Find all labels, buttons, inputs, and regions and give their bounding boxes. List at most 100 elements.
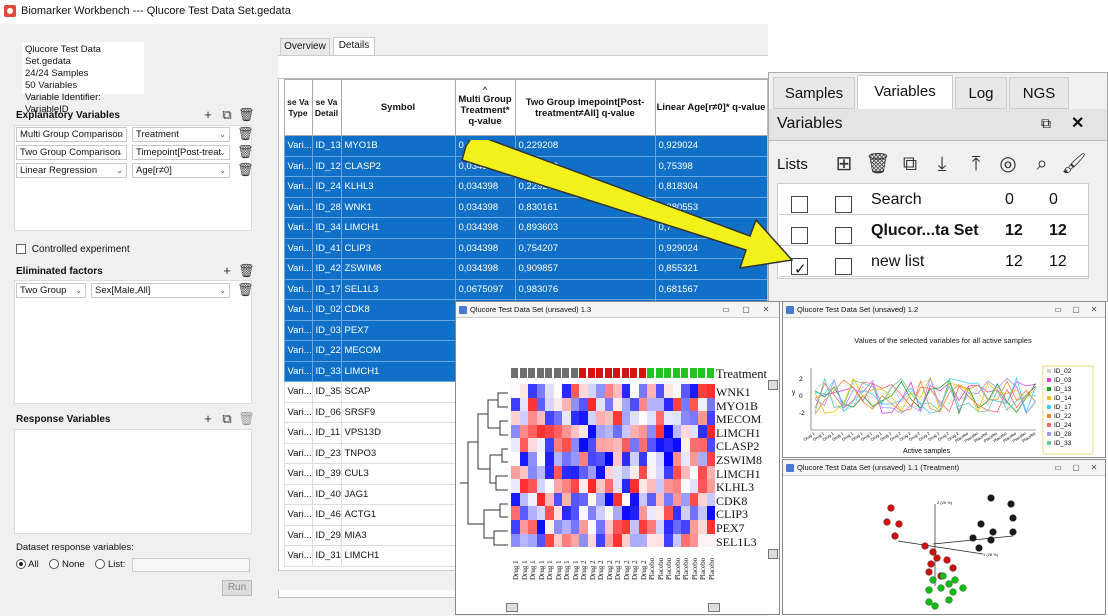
treatment-cell xyxy=(698,368,705,378)
col-header-twogroup[interactable]: Two Group imepoint[Post-treatment≠All] q… xyxy=(514,79,656,136)
add-list-icon[interactable]: ⊞ xyxy=(835,153,853,175)
maximize-icon[interactable]: ▢ xyxy=(1072,305,1080,314)
add-icon[interactable]: + xyxy=(223,263,231,278)
tab-samples[interactable]: Samples xyxy=(773,77,855,109)
col-header-detail[interactable]: se Va Detail xyxy=(311,79,342,136)
heatmap-cell xyxy=(621,397,630,412)
radio-list[interactable] xyxy=(95,559,106,570)
cell-q-linear: 0,855321 xyxy=(654,258,767,280)
heatmap-cell xyxy=(706,384,715,398)
list-show-checkbox[interactable]: ✓ xyxy=(791,258,808,278)
list-show-checkbox[interactable] xyxy=(791,227,808,245)
x-tick-label: Drug 2 xyxy=(937,430,951,442)
minimize-icon[interactable]: ▭ xyxy=(1054,463,1062,472)
test-select[interactable]: Linear Regression ⌄ xyxy=(16,163,127,178)
heatmap-cell xyxy=(630,424,639,439)
venn-icon[interactable]: ◎ xyxy=(999,153,1017,175)
undock-icon[interactable]: ⧉ xyxy=(1041,115,1051,131)
heatmap-cell xyxy=(519,397,528,412)
heatmap-cell xyxy=(596,506,605,520)
variables-title: Variables xyxy=(777,115,843,132)
trash-icon[interactable]: 🗑 xyxy=(237,282,254,297)
minimize-icon[interactable]: ▭ xyxy=(1054,305,1062,314)
copy-icon[interactable]: ⧉ xyxy=(222,411,232,426)
sample-label: Placebo xyxy=(707,557,716,580)
list-select-checkbox[interactable] xyxy=(835,258,852,276)
controlled-checkbox[interactable] xyxy=(16,244,26,255)
trash-icon[interactable]: 🗑 xyxy=(237,144,254,159)
heatmap-cell xyxy=(511,506,520,520)
close-icon[interactable]: ✕ xyxy=(1071,115,1085,132)
heatmap-cell xyxy=(638,520,647,534)
list-show-checkbox[interactable] xyxy=(791,196,808,214)
heatmap-cell xyxy=(536,438,545,452)
trash-icon[interactable]: 🗑 xyxy=(865,153,891,175)
add-icon[interactable]: + xyxy=(204,107,212,122)
test-select[interactable]: Two Group Comparison ⌄ xyxy=(16,145,127,160)
export-icon[interactable]: ⤒ xyxy=(971,153,981,175)
copy-icon[interactable]: ⧉ xyxy=(222,107,232,122)
table-row[interactable]: Vari... ID_41 CLIP3 0,034398 0,754207 0,92902… xyxy=(279,237,767,259)
table-row[interactable]: Vari... ID_17 SEL1L3 0,0675097 0,983076 0,681… xyxy=(279,278,767,300)
pca-point xyxy=(943,556,951,564)
brush-icon[interactable]: 🖌 xyxy=(1061,153,1087,175)
factor-select[interactable]: Age[r≠0] ⌄ xyxy=(132,163,230,178)
tab-variables[interactable]: Variables xyxy=(857,75,953,109)
table-row[interactable]: Vari... ID_42 ZSWIM8 0,034398 0,909857 0,8553… xyxy=(279,258,767,280)
search-icon[interactable]: ⌕ xyxy=(1036,153,1048,175)
run-button[interactable]: Run xyxy=(222,580,252,596)
list-item[interactable]: ✓ new list 12 12 xyxy=(779,247,1089,278)
factor-select[interactable]: Timepoint[Post-treat ⌄ xyxy=(132,145,230,160)
scroll-handle[interactable] xyxy=(768,380,778,390)
trash-icon[interactable]: 🗑 xyxy=(238,263,255,278)
hscroll-handle[interactable] xyxy=(506,603,518,612)
maximize-icon[interactable]: ▢ xyxy=(1072,463,1080,472)
heatmap-cell xyxy=(570,492,579,507)
tab-details[interactable]: Details xyxy=(333,37,375,55)
tab-overview[interactable]: Overview xyxy=(280,38,330,55)
col-header-multigroup[interactable]: ^ Multi Group Treatment* q-value xyxy=(454,79,516,136)
close-icon[interactable]: ✕ xyxy=(762,305,770,314)
heatmap-cell xyxy=(647,520,656,534)
col-header-symbol[interactable]: Symbol xyxy=(340,79,456,136)
trash-icon[interactable]: 🗑 xyxy=(237,162,254,177)
heatmap-cell xyxy=(698,479,707,493)
import-icon[interactable]: ⤓ xyxy=(937,153,947,175)
list-item[interactable]: Qlucor...ta Set 12 12 xyxy=(779,216,1089,246)
cell-id: ID_31 xyxy=(311,545,342,567)
test-select[interactable]: Multi Group Comparison ⌄ xyxy=(16,127,127,142)
controlled-checkbox-row[interactable]: Controlled experiment xyxy=(16,244,130,255)
trash-icon[interactable]: 🗑 xyxy=(238,411,255,426)
heatmap-cell xyxy=(681,438,690,452)
heatmap-cell xyxy=(655,384,664,398)
col-header-linear[interactable]: Linear Age[r≠0]* q-value xyxy=(654,79,767,136)
hscroll-handle[interactable] xyxy=(708,603,720,612)
heatmap-cell xyxy=(596,411,605,425)
cell-q-twogroup: 0,754207 xyxy=(514,237,656,259)
minimize-icon[interactable]: ▭ xyxy=(722,305,730,314)
trash-icon[interactable]: 🗑 xyxy=(238,107,255,122)
close-icon[interactable]: ✕ xyxy=(1090,305,1098,314)
elim-test-select[interactable]: Two Group ⌄ xyxy=(16,283,86,298)
list-item[interactable]: Search 0 0 xyxy=(779,185,1089,215)
close-icon[interactable]: ✕ xyxy=(1090,463,1098,472)
sample-label: Drug 1 xyxy=(512,560,520,580)
col-header-type[interactable]: se Va Type xyxy=(283,79,313,136)
factor-select[interactable]: Treatment ⌄ xyxy=(132,127,230,142)
add-icon[interactable]: + xyxy=(204,411,212,426)
list-select-checkbox[interactable] xyxy=(835,227,852,245)
legend-entry: ID_28 xyxy=(1054,431,1072,438)
scroll-handle[interactable] xyxy=(768,549,778,559)
tab-log[interactable]: Log xyxy=(955,77,1007,109)
list-select-checkbox[interactable] xyxy=(835,196,852,214)
radio-none[interactable] xyxy=(49,559,60,570)
copy-icon[interactable]: ⧉ xyxy=(902,153,918,175)
trash-icon[interactable]: 🗑 xyxy=(237,126,254,141)
radio-all[interactable] xyxy=(16,559,26,570)
heatmap-cell xyxy=(689,492,698,507)
elim-factor-select[interactable]: Sex[Male,All] ⌄ xyxy=(91,283,230,298)
list-select[interactable] xyxy=(132,558,250,572)
tab-ngs[interactable]: NGS xyxy=(1009,77,1069,109)
heatmap-cell xyxy=(604,411,613,425)
maximize-icon[interactable]: ▢ xyxy=(742,305,750,314)
